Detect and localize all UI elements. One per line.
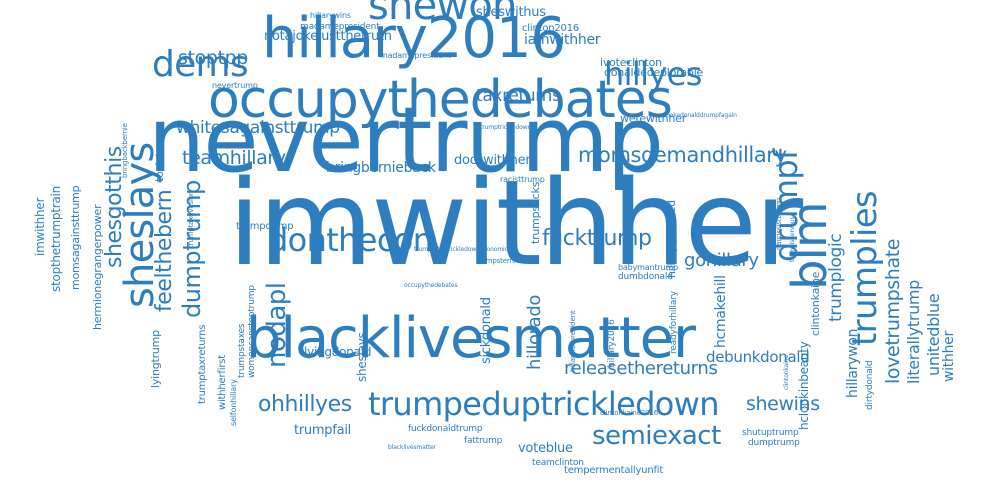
word: lyingtrump	[149, 330, 162, 388]
word: bringbackbernie	[121, 123, 129, 178]
word: imwithher	[228, 153, 803, 292]
word: narcissisttrump	[775, 197, 783, 250]
word: trumpeduptrickledowneconomics	[414, 246, 511, 254]
word: notajokejustthetruth	[264, 28, 392, 44]
word: nevertrump	[212, 80, 258, 90]
word: imwithher	[33, 197, 47, 256]
word: momsdemandhillary	[578, 143, 787, 168]
word: blacklivesmatter	[388, 444, 437, 452]
word: taxreturns	[476, 86, 561, 107]
word: literallytrump	[904, 279, 923, 384]
word: bringbernieback	[326, 159, 436, 176]
word: occupythedebates	[208, 70, 673, 131]
word: trumpsucks	[529, 181, 542, 244]
word: donthecon	[268, 221, 433, 260]
word: selfonhillary	[229, 379, 238, 426]
word: clintonkaine	[783, 354, 790, 390]
word: nodapl	[262, 282, 292, 368]
word: madamepresident	[380, 50, 451, 60]
word: toxictrump	[153, 124, 166, 182]
word: dumptrump	[748, 437, 800, 448]
word: readyforhillary	[669, 291, 679, 354]
word: whitesagainsttrump	[176, 118, 340, 139]
word: shutuptrump	[742, 427, 799, 438]
word: ivoteclinton	[600, 56, 662, 70]
word: trumptaxevasion	[187, 190, 195, 248]
word: feelthebern	[152, 189, 177, 312]
word: teamclinton	[532, 457, 584, 468]
word: sheslays	[355, 332, 369, 382]
word: trumplogic	[826, 233, 846, 322]
word: womencanstoptrump	[247, 285, 257, 378]
word: babymantrump	[618, 262, 679, 272]
word: trumpfail	[294, 422, 352, 438]
word: hillarywins	[310, 10, 351, 20]
word: dirtydonald	[865, 360, 875, 410]
word: withherfirst	[217, 355, 228, 410]
word: semiexact	[592, 421, 721, 452]
word: dumbdonald	[618, 271, 673, 282]
word: tempermentallyunfit	[564, 465, 664, 476]
word: hillary2016	[607, 319, 617, 368]
word: dems	[152, 44, 249, 86]
word: trumpstaxes	[237, 323, 247, 378]
word: trumplies	[845, 191, 885, 346]
word: sickdonald	[479, 297, 494, 364]
word: blacklivesmatter	[246, 306, 696, 372]
word: withher	[941, 331, 957, 382]
word: shewon	[368, 0, 517, 29]
word: hillarywon	[845, 328, 861, 398]
word: momsagainsttrump	[69, 185, 82, 290]
word: iamwithher	[524, 31, 601, 48]
word: unitedblue	[924, 293, 943, 376]
word: fattrump	[464, 435, 503, 446]
word: hillyes	[604, 55, 702, 94]
word: hclookinbeauty	[797, 341, 811, 430]
word: trumptrickledown	[480, 124, 532, 132]
word: lyingdonald	[304, 345, 372, 360]
word: werewithher	[620, 112, 686, 126]
word: sheswithus	[476, 4, 546, 20]
word: madamepresident	[300, 21, 380, 32]
word: ohhillyes	[258, 392, 352, 418]
word: hillaryforpresident	[569, 310, 577, 372]
word: lovetrumpshate	[882, 238, 904, 384]
word: trumpdump	[236, 221, 294, 232]
word: shewins	[746, 392, 820, 415]
word: hillorado	[524, 294, 545, 370]
word: stopthetrumptrain	[49, 185, 63, 292]
word: teamhillary	[182, 146, 286, 169]
word: trumpsterfire	[476, 257, 521, 266]
word: debunkdonald	[706, 348, 810, 366]
word: voteblue	[518, 440, 573, 456]
word: hcmakehill	[713, 275, 729, 348]
word: stoptpp	[178, 46, 248, 69]
word: hermionegrangerpower	[91, 204, 104, 330]
word: hillary2016	[262, 6, 566, 72]
word: trumpisnervous	[789, 216, 796, 263]
word: clintonkaine2016	[600, 409, 659, 418]
word: occupythedebates	[404, 282, 458, 290]
word: trumpeduptrickledown	[368, 385, 720, 424]
word: nevertrump	[148, 88, 664, 193]
word: releasethereturns	[564, 357, 718, 379]
word: fucktrump	[542, 226, 652, 252]
word: fuckdonaldtrump	[408, 423, 483, 434]
word: makedonalddrumpfagain	[664, 112, 737, 120]
word: clintonkaine	[809, 271, 822, 336]
word: docswithher	[454, 152, 531, 168]
word: donaldedeplorable	[604, 66, 704, 80]
word: trumptaxreturns	[197, 324, 208, 404]
word: clinton2016	[522, 23, 580, 34]
word: gohillary	[684, 249, 759, 271]
word: racisttrump	[500, 174, 545, 184]
